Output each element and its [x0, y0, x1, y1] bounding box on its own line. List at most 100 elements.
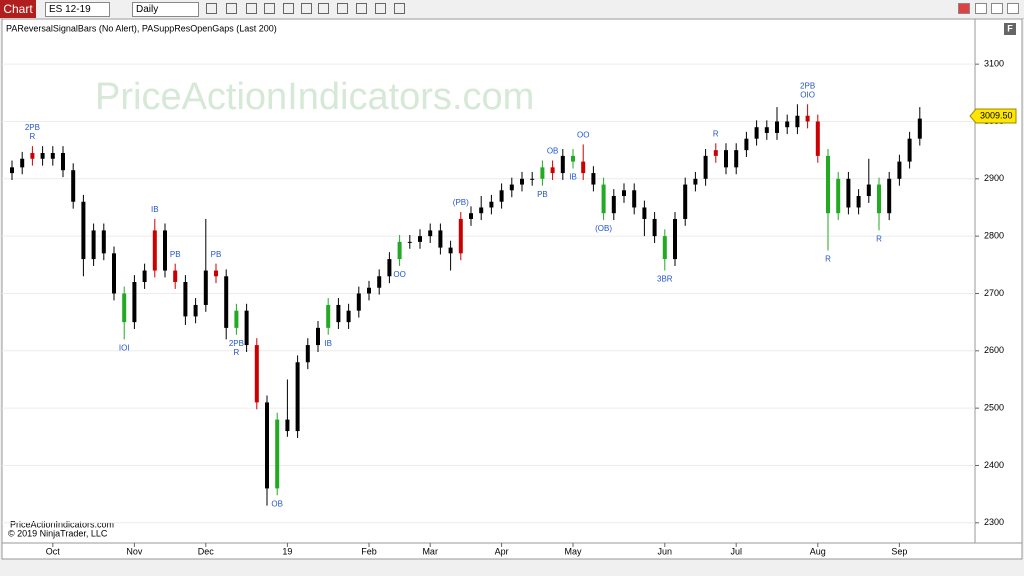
candle-body [20, 158, 25, 168]
candle-body [520, 178, 524, 185]
y-tick-label: 2700 [984, 288, 1004, 298]
candle-body [224, 276, 229, 328]
footer: © 2019 NinjaTrader, LLC [8, 528, 108, 538]
candle-body [30, 153, 35, 159]
tool-icon[interactable] [264, 3, 275, 14]
candle-body [91, 230, 96, 260]
candle-body [356, 293, 361, 311]
panel-button[interactable] [1004, 23, 1016, 35]
tool-icon[interactable] [375, 3, 386, 14]
x-tick-label: 19 [282, 546, 292, 556]
candle-body [489, 201, 494, 208]
candle-body [254, 345, 259, 403]
tool-icon[interactable] [394, 3, 405, 14]
tool-icon[interactable] [226, 3, 237, 14]
candle-body [764, 127, 769, 133]
chart-panel [1, 19, 1023, 560]
candle-body [458, 218, 463, 254]
candle-body [407, 241, 412, 243]
x-tick-label: Apr [495, 546, 509, 556]
signal-label: R [234, 348, 240, 357]
panel-button-label: F [1007, 23, 1013, 33]
footer: PriceActionIndicators.com [10, 519, 114, 529]
signal-label: R [713, 129, 719, 138]
candle-body [428, 230, 433, 237]
candle-body [122, 293, 127, 323]
candle-body [305, 345, 310, 363]
candle-body [499, 190, 504, 202]
candle-body [265, 402, 269, 489]
chart-button[interactable]: Chart [0, 0, 36, 18]
candle-body [805, 115, 810, 122]
candle-body [346, 310, 351, 323]
candle-body [622, 190, 626, 197]
signal-label: OIO [800, 90, 815, 99]
candle-body [754, 127, 759, 139]
candle-body [214, 270, 218, 277]
candle-body [775, 121, 779, 133]
candle-body [377, 276, 382, 288]
window-button[interactable] [958, 3, 970, 14]
candle-body [173, 270, 178, 283]
signal-label: OB [547, 147, 559, 156]
candle-body [693, 178, 698, 185]
candle-body [479, 207, 484, 214]
signal-label: 2PB [800, 81, 815, 90]
candle-body [50, 153, 55, 159]
window-button[interactable] [975, 3, 987, 14]
candle-body [713, 150, 718, 156]
window-button[interactable] [1007, 3, 1019, 14]
candle-body [591, 173, 596, 185]
candle-body [683, 184, 688, 219]
candle-body [336, 304, 341, 323]
candle-body [734, 150, 739, 168]
candle-body [601, 184, 606, 214]
signal-label: (PB) [453, 198, 469, 207]
candle-body [152, 230, 157, 271]
signal-label: R [876, 235, 882, 244]
tool-icon[interactable] [337, 3, 348, 14]
candle-body [877, 184, 881, 214]
tool-icon[interactable] [301, 3, 312, 14]
signal-label: 2PB [25, 123, 40, 132]
candle-body [836, 178, 841, 214]
candle-body [917, 118, 922, 139]
signal-label: IB [569, 173, 577, 182]
y-tick-label: 2900 [984, 173, 1004, 183]
candle-body [642, 207, 647, 219]
tool-icon[interactable] [318, 3, 329, 14]
interval-select[interactable]: Daily [132, 2, 199, 17]
window-button[interactable] [991, 3, 1003, 14]
candle-body [652, 218, 657, 237]
indicator-label: PAReversalSignalBars (No Alert), PASuppR… [6, 23, 277, 33]
tool-icon[interactable] [283, 3, 294, 14]
signal-label: IB [151, 205, 159, 214]
tool-icon[interactable] [206, 3, 217, 14]
candle-body [367, 287, 371, 294]
candle-body [611, 196, 616, 214]
candle-body [673, 218, 677, 260]
candle-body [285, 419, 290, 432]
x-tick-label: Dec [198, 546, 215, 556]
toolbar: Chart ES 12-19 Daily [0, 0, 1024, 19]
candle-body [744, 138, 749, 151]
tool-icon[interactable] [356, 3, 367, 14]
watermark: PriceActionIndicators.com [95, 76, 534, 118]
candle-body [142, 270, 147, 283]
candle-body [81, 201, 86, 260]
tool-icon[interactable] [246, 3, 257, 14]
candle-body [530, 178, 535, 180]
candle-body [887, 178, 892, 214]
candle-body [163, 230, 167, 271]
candle-body [326, 304, 331, 328]
candle-body [856, 196, 861, 208]
candle-body [866, 184, 871, 197]
candle-body [40, 153, 45, 159]
instrument-select[interactable]: ES 12-19 [45, 2, 110, 17]
candle-body [560, 155, 565, 174]
y-tick-label: 2500 [984, 403, 1004, 413]
signal-label: PB [170, 250, 181, 259]
candle-body [295, 362, 300, 432]
last-price-tag [969, 108, 1017, 124]
signal-label: IB [324, 339, 332, 348]
